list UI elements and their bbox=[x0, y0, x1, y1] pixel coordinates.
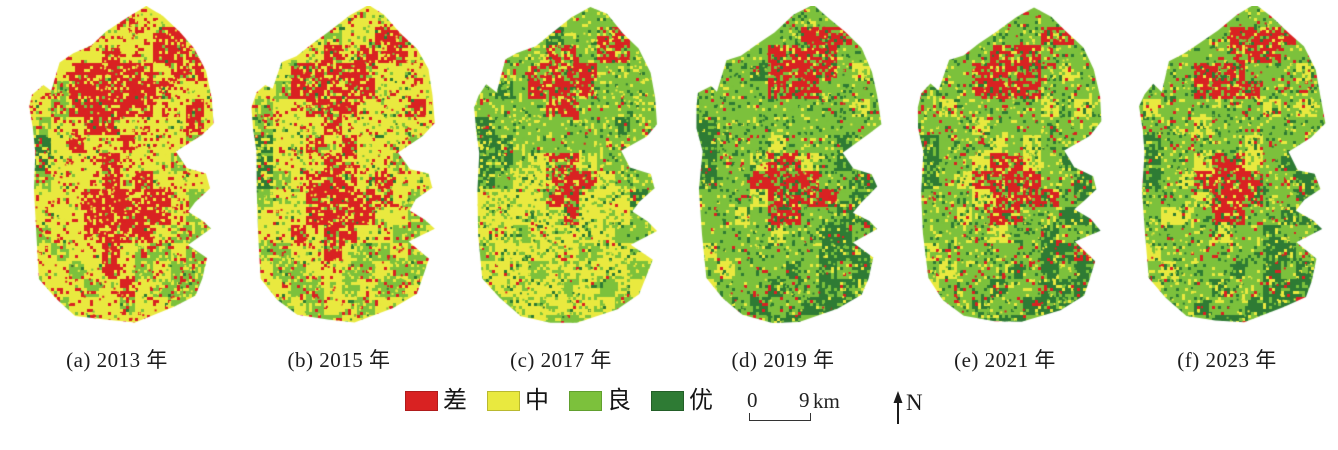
scale-bar: 0 9 km bbox=[747, 388, 851, 424]
scale-bar-nine-label: 9 bbox=[799, 388, 810, 412]
panel-caption-b: (b) 2015 年 bbox=[287, 348, 391, 372]
north-label: N bbox=[906, 390, 923, 415]
map-canvas-2013 bbox=[14, 6, 220, 331]
legend-swatch-excellent bbox=[651, 391, 684, 411]
legend: 差 中 良 优 bbox=[405, 388, 713, 414]
map-canvas-2015 bbox=[236, 6, 442, 331]
map-panel-d: (d) 2019 年 bbox=[672, 6, 894, 374]
map-panel-b: (b) 2015 年 bbox=[228, 6, 450, 374]
map-canvas-2023 bbox=[1124, 6, 1330, 331]
legend-swatch-medium bbox=[487, 391, 520, 411]
map-canvas-2019 bbox=[680, 6, 886, 331]
legend-row: 差 中 良 优 0 9 km bbox=[0, 388, 1338, 428]
maps-row: (a) 2013 年 (b) 2015 年 (c) 2017 年 (d) 201… bbox=[6, 6, 1338, 374]
legend-item-excellent: 优 bbox=[651, 388, 713, 414]
panel-caption-d: (d) 2019 年 bbox=[731, 348, 835, 372]
legend-label-excellent: 优 bbox=[689, 388, 713, 414]
legend-item-poor: 差 bbox=[405, 388, 467, 414]
north-indicator: N bbox=[889, 390, 933, 428]
legend-item-medium: 中 bbox=[487, 388, 549, 414]
map-panel-f: (f) 2023 年 bbox=[1116, 6, 1338, 374]
scale-bar-zero-label: 0 bbox=[747, 388, 758, 412]
panel-caption-e: (e) 2021 年 bbox=[954, 348, 1056, 372]
panel-caption-a: (a) 2013 年 bbox=[66, 348, 168, 372]
scale-bar-bracket bbox=[749, 413, 811, 421]
legend-item-good: 良 bbox=[569, 388, 631, 414]
panel-caption-f: (f) 2023 年 bbox=[1177, 348, 1277, 372]
map-canvas-2021 bbox=[902, 6, 1108, 331]
scale-bar-unit-label: km bbox=[813, 389, 840, 413]
legend-swatch-poor bbox=[405, 391, 438, 411]
legend-label-medium: 中 bbox=[525, 388, 549, 414]
map-panel-c: (c) 2017 年 bbox=[450, 6, 672, 374]
legend-label-good: 良 bbox=[607, 388, 631, 414]
panel-caption-c: (c) 2017 年 bbox=[510, 348, 612, 372]
map-panel-e: (e) 2021 年 bbox=[894, 6, 1116, 374]
map-canvas-2017 bbox=[458, 6, 664, 331]
map-panel-a: (a) 2013 年 bbox=[6, 6, 228, 374]
legend-label-poor: 差 bbox=[443, 388, 467, 414]
legend-swatch-good bbox=[569, 391, 602, 411]
north-arrow-icon bbox=[893, 391, 903, 424]
